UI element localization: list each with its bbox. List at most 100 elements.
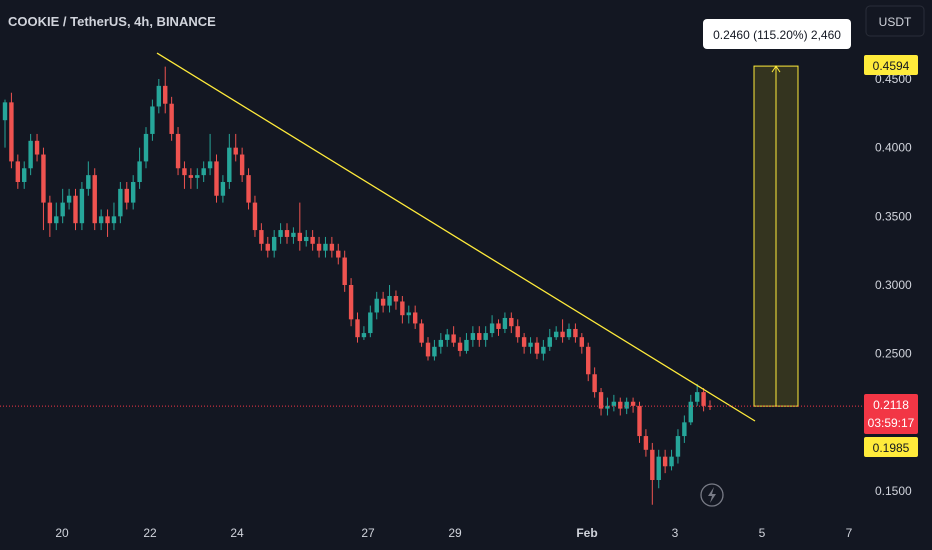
candle-body <box>118 188 123 217</box>
candle-body <box>66 195 72 203</box>
candle <box>361 326 367 340</box>
trendline[interactable] <box>156 52 756 422</box>
candle <box>598 388 604 416</box>
candle <box>637 401 642 443</box>
candle <box>477 326 482 347</box>
candle-body <box>618 401 623 409</box>
candle-body <box>227 147 232 182</box>
candle <box>246 168 251 210</box>
candle-body <box>92 175 97 224</box>
lightning-icon[interactable] <box>700 483 724 507</box>
candle <box>605 397 610 416</box>
candle <box>509 312 514 334</box>
candle-body <box>195 175 200 178</box>
candle <box>124 182 129 210</box>
x-tick-label: 7 <box>846 526 853 540</box>
candle-body <box>682 422 687 437</box>
candle-body <box>637 405 642 437</box>
y-tick-label: 0.4500 <box>875 72 912 86</box>
candle <box>22 161 27 189</box>
candle <box>105 209 110 237</box>
candle-body <box>400 301 405 316</box>
y-axis: 0.4500 0.4000 0.3500 0.3000 0.2500 0.1500 <box>875 72 912 498</box>
candle <box>316 236 322 258</box>
currency-button[interactable]: USDT <box>865 5 925 37</box>
candle <box>694 383 700 406</box>
candle-body <box>304 236 309 242</box>
candle <box>9 92 14 169</box>
candle <box>489 315 495 338</box>
candle-body <box>259 230 264 244</box>
candle-body <box>28 140 33 169</box>
candle-body <box>355 319 360 338</box>
candle <box>41 147 46 231</box>
y-tick-label: 0.2500 <box>875 347 912 361</box>
candle <box>252 195 258 237</box>
candle-body <box>483 333 488 340</box>
candle <box>207 133 213 176</box>
candle <box>374 291 379 320</box>
candle-body <box>105 216 110 224</box>
candle-body <box>137 161 142 182</box>
candle-body <box>220 182 226 196</box>
candle <box>2 99 8 148</box>
price-tag-top-text: 0.4594 <box>873 59 910 73</box>
candle <box>342 250 347 292</box>
candle-body <box>643 436 649 450</box>
candle-body <box>278 230 283 237</box>
y-tick-label: 0.1500 <box>875 484 912 498</box>
candle <box>662 449 668 474</box>
candle-body <box>470 333 476 340</box>
candle <box>86 161 91 196</box>
candle <box>521 333 527 354</box>
candle <box>304 230 309 247</box>
candle <box>579 333 585 354</box>
candle-body <box>316 243 322 251</box>
candle <box>188 168 194 189</box>
candle <box>553 326 559 340</box>
candle-body <box>188 175 194 178</box>
candle-body <box>573 328 578 338</box>
candle <box>329 236 335 258</box>
candle-body <box>412 312 418 324</box>
candle-body <box>252 202 258 231</box>
candle <box>284 223 290 244</box>
candle <box>259 223 264 251</box>
candle-body <box>329 243 335 251</box>
candle <box>111 202 117 231</box>
candle-body <box>156 85 162 107</box>
candle <box>624 397 629 415</box>
candle <box>464 333 469 354</box>
candle <box>163 66 168 114</box>
x-axis: 20 22 24 27 29 Feb 3 5 7 <box>55 526 852 540</box>
candle-body <box>368 312 373 334</box>
candle <box>547 328 552 351</box>
candle <box>707 400 713 410</box>
candle-body <box>284 230 290 237</box>
y-tick-label: 0.4000 <box>875 141 912 155</box>
candle-body <box>98 216 104 224</box>
candle-body <box>675 436 681 457</box>
candle <box>400 295 405 324</box>
candle-body <box>541 346 546 354</box>
candle <box>54 202 59 231</box>
x-tick-label: 20 <box>55 526 69 540</box>
candle <box>451 326 456 347</box>
candle-body <box>521 337 527 347</box>
candle-body <box>47 202 53 224</box>
candle <box>291 227 296 244</box>
candle-body <box>79 188 85 224</box>
candle <box>393 290 399 310</box>
candle-body <box>233 147 238 155</box>
candle <box>118 182 123 224</box>
candle <box>630 397 636 413</box>
candle-body <box>707 405 713 407</box>
candle <box>239 147 245 182</box>
candle <box>380 291 386 313</box>
candle-body <box>182 168 187 176</box>
candle-body <box>323 243 328 251</box>
candles-layer <box>2 66 713 505</box>
candle <box>470 326 476 347</box>
candle-body <box>464 339 469 351</box>
